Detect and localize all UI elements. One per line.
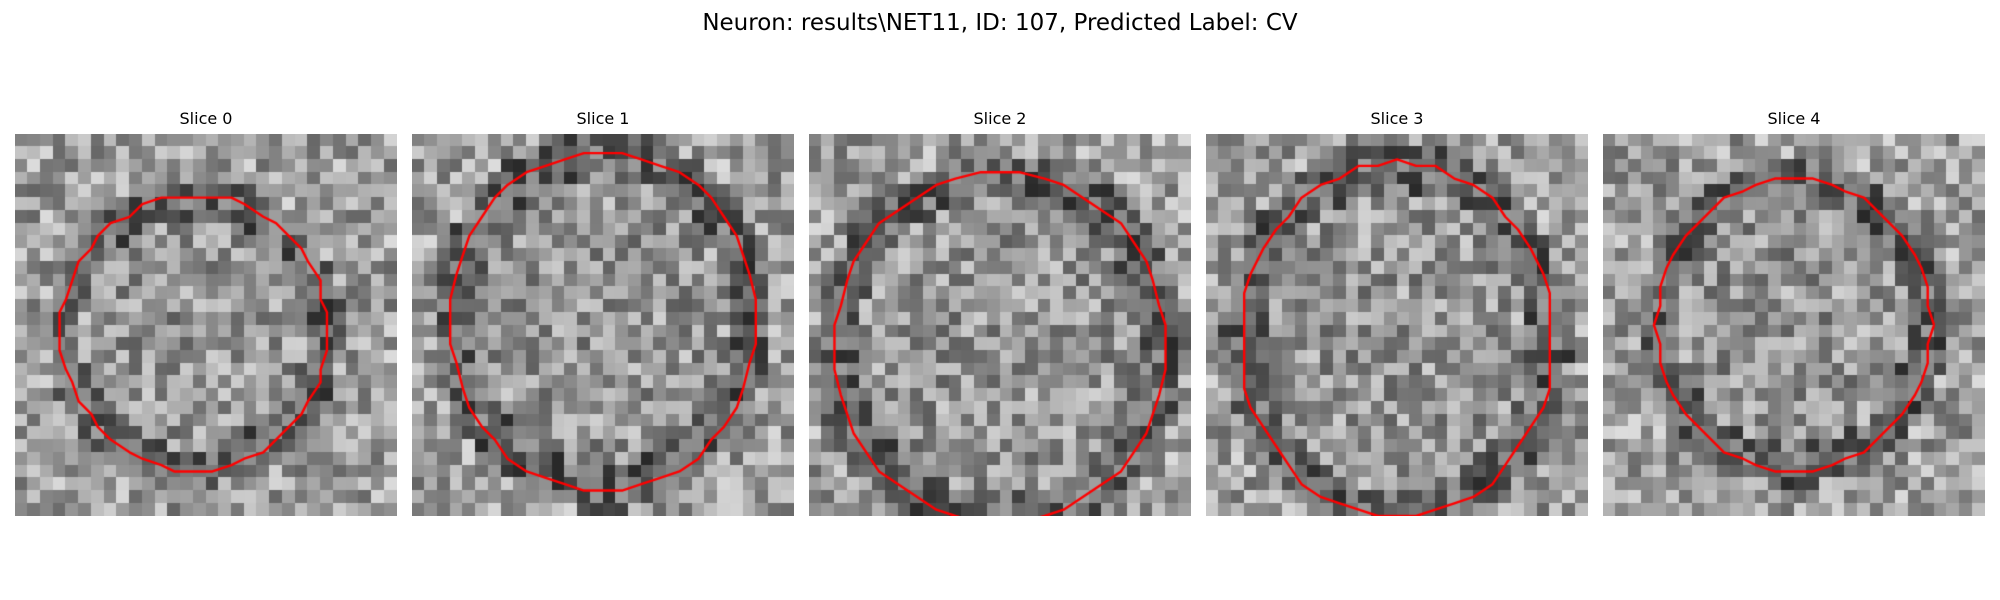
slice-panel-1: Slice 1 (412, 104, 794, 520)
slice-image-3 (1206, 134, 1588, 516)
slice-image-1 (412, 134, 794, 516)
slice-panel-4: Slice 4 (1603, 104, 1985, 520)
slice-title: Slice 0 (179, 109, 233, 128)
slice-panel-2: Slice 2 (809, 104, 1191, 520)
slice-title: Slice 4 (1767, 109, 1821, 128)
slice-title: Slice 1 (576, 109, 630, 128)
slice-image-2 (809, 134, 1191, 516)
slice-title: Slice 3 (1370, 109, 1424, 128)
figure-title: Neuron: results\NET11, ID: 107, Predicte… (702, 10, 1298, 36)
slice-panel-3: Slice 3 (1206, 104, 1588, 520)
slice-title: Slice 2 (973, 109, 1027, 128)
slice-panel-0: Slice 0 (15, 104, 397, 520)
slice-image-0 (15, 134, 397, 516)
slice-image-4 (1603, 134, 1985, 516)
